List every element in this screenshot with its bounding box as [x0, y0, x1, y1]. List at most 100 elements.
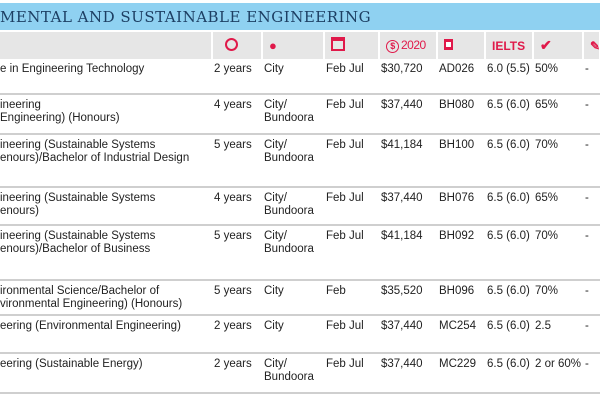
cell-intake: Feb Jul [324, 94, 379, 135]
cell-campus: City [262, 280, 324, 316]
cell-duration: 2 years [212, 59, 262, 95]
cell-extra: - [583, 59, 600, 95]
table-row: e in Engineering Technology 2 years City Fe… [0, 59, 600, 95]
cell-fee: $41,184 [379, 134, 437, 188]
table-row: ineering (Sustainable Systems enours)/Ba… [0, 134, 600, 188]
cell-campus: City [262, 59, 324, 95]
cell-campus: City [262, 315, 324, 354]
cell-intake: Feb Jul [324, 353, 379, 394]
cell-ielts: 6.5 (6.0) [485, 134, 533, 188]
cell-fee: $37,440 [379, 315, 437, 354]
cell-program: e in Engineering Technology [0, 59, 212, 95]
cell-duration: 2 years [212, 315, 262, 354]
table-row: ineering Engineering) (Honours) 4 years Ci… [0, 94, 600, 135]
table-row: ineering (Sustainable Systems enours)/Ba… [0, 225, 600, 281]
cell-code: BH076 [437, 187, 485, 226]
cell-extra: - [583, 225, 600, 281]
cell-code: MC254 [437, 315, 485, 354]
cell-intake: Feb Jul [324, 225, 379, 281]
cell-entry: 70% [533, 225, 583, 281]
cell-duration: 5 years [212, 225, 262, 281]
cell-program: ineering (Sustainable Systems enours)/Ba… [0, 134, 212, 188]
cell-fee: $30,720 [379, 59, 437, 95]
cell-campus: City/ Bundoora [262, 94, 324, 135]
cell-entry: 2 or 60% [533, 353, 583, 394]
cell-code: BH096 [437, 280, 485, 316]
location-pin-icon: ● [269, 38, 277, 53]
fee-year: 2020 [401, 38, 426, 52]
cell-code: BH080 [437, 94, 485, 135]
cell-fee: $37,440 [379, 353, 437, 394]
document-icon [444, 38, 453, 50]
cell-fee: $37,440 [379, 187, 437, 226]
cell-program: ironmental Science/Bachelor of vironment… [0, 280, 212, 316]
table-row: ironmental Science/Bachelor of vironment… [0, 280, 600, 316]
cell-ielts: 6.5 (6.0) [485, 280, 533, 316]
cell-extra: - [583, 315, 600, 354]
cell-extra: - [583, 280, 600, 316]
cell-duration: 2 years [212, 353, 262, 394]
cell-intake: Feb [324, 280, 379, 316]
cell-intake: Feb Jul [324, 59, 379, 95]
cell-duration: 4 years [212, 187, 262, 226]
course-table: ● $2020 IELTS ✔ ✎ e in Engineering Techn… [0, 32, 600, 394]
clock-icon [225, 37, 238, 51]
cell-ielts: 6.5 (6.0) [485, 94, 533, 135]
cell-code: BH092 [437, 225, 485, 281]
ielts-label: IELTS [492, 38, 526, 53]
cell-intake: Feb Jul [324, 315, 379, 354]
cell-program: eering (Sustainable Energy) [0, 353, 212, 394]
cell-code: AD026 [437, 59, 485, 95]
header-code [437, 32, 486, 59]
cell-extra: - [583, 187, 600, 226]
header-program [0, 32, 213, 59]
edit-icon: ✎ [590, 38, 600, 53]
cell-intake: Feb Jul [324, 187, 379, 226]
cell-ielts: 6.5 (6.0) [485, 353, 533, 394]
header-ielts: IELTS [485, 32, 534, 59]
cell-campus: City/ Bundoora [262, 187, 324, 226]
cell-campus: City/ Bundoora [262, 225, 324, 281]
header-campus: ● [262, 32, 325, 59]
calendar-icon [331, 37, 345, 51]
cell-fee: $35,520 [379, 280, 437, 316]
cell-entry: 50% [533, 59, 583, 95]
cell-ielts: 6.5 (6.0) [485, 315, 533, 354]
cell-entry: 65% [533, 187, 583, 226]
header-intake [324, 32, 380, 59]
cell-entry: 70% [533, 280, 583, 316]
cell-ielts: 6.5 (6.0) [485, 225, 533, 281]
header-fee: $2020 [379, 32, 438, 59]
cell-extra: - [583, 94, 600, 135]
cell-duration: 4 years [212, 94, 262, 135]
table-header-row: ● $2020 IELTS ✔ ✎ [0, 32, 600, 59]
cell-campus: City/ Bundoora [262, 134, 324, 188]
cell-ielts: 6.0 (5.5) [485, 59, 533, 95]
checkmark-icon: ✔ [540, 37, 552, 53]
cell-program: eering (Environmental Engineering) [0, 315, 212, 354]
table-row: ineering (Sustainable Systems enours) 4 y… [0, 187, 600, 226]
cell-code: MC229 [437, 353, 485, 394]
cell-entry: 65% [533, 94, 583, 135]
cell-intake: Feb Jul [324, 134, 379, 188]
header-entry: ✔ [533, 32, 584, 59]
section-title: MENTAL AND SUSTAINABLE ENGINEERING [0, 8, 372, 26]
dollar-icon: $ [386, 40, 399, 53]
header-extra: ✎ [583, 32, 600, 59]
cell-duration: 5 years [212, 280, 262, 316]
table-row: eering (Sustainable Energy) 2 years City/ … [0, 353, 600, 394]
header-duration [212, 32, 263, 59]
cell-campus: City/ Bundoora [262, 353, 324, 394]
cell-extra: - [583, 134, 600, 188]
cell-fee: $37,440 [379, 94, 437, 135]
cell-program: ineering (Sustainable Systems enours)/Ba… [0, 225, 212, 281]
cell-program: ineering Engineering) (Honours) [0, 94, 212, 135]
cell-extra: - [583, 353, 600, 394]
cell-duration: 5 years [212, 134, 262, 188]
section-title-bar: MENTAL AND SUSTAINABLE ENGINEERING [0, 3, 600, 30]
cell-entry: 70% [533, 134, 583, 188]
cell-fee: $41,184 [379, 225, 437, 281]
cell-code: BH100 [437, 134, 485, 188]
cell-entry: 2.5 [533, 315, 583, 354]
table-row: eering (Environmental Engineering) 2 year… [0, 315, 600, 354]
